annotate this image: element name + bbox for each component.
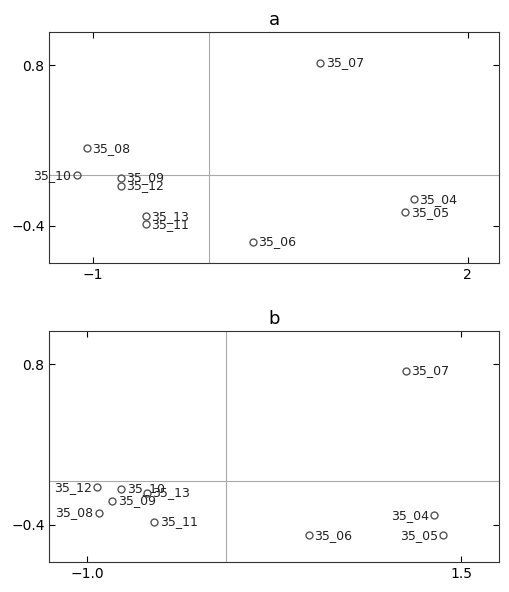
- Text: 35_07: 35_07: [325, 56, 363, 69]
- Text: 35_04: 35_04: [419, 192, 457, 205]
- Text: 35_10: 35_10: [33, 169, 71, 182]
- Text: 35_13: 35_13: [152, 486, 190, 499]
- Text: 35_12: 35_12: [54, 481, 92, 494]
- Text: 35_04: 35_04: [390, 509, 428, 522]
- Text: 35_09: 35_09: [126, 171, 164, 184]
- Text: 35_06: 35_06: [258, 236, 296, 249]
- Title: b: b: [268, 310, 279, 328]
- Text: 35_05: 35_05: [410, 206, 448, 219]
- Text: 35_12: 35_12: [126, 179, 164, 192]
- Text: 35_10: 35_10: [127, 482, 164, 495]
- Text: 35_06: 35_06: [314, 529, 352, 542]
- Text: 35_05: 35_05: [399, 529, 437, 542]
- Text: 35_09: 35_09: [118, 494, 156, 507]
- Text: 35_07: 35_07: [411, 365, 449, 378]
- Text: 35_08: 35_08: [55, 506, 93, 519]
- Text: 35_08: 35_08: [92, 142, 130, 155]
- Text: 35_11: 35_11: [160, 516, 197, 529]
- Text: 35_13: 35_13: [151, 210, 189, 223]
- Text: 35_11: 35_11: [151, 218, 189, 231]
- Title: a: a: [268, 11, 279, 29]
